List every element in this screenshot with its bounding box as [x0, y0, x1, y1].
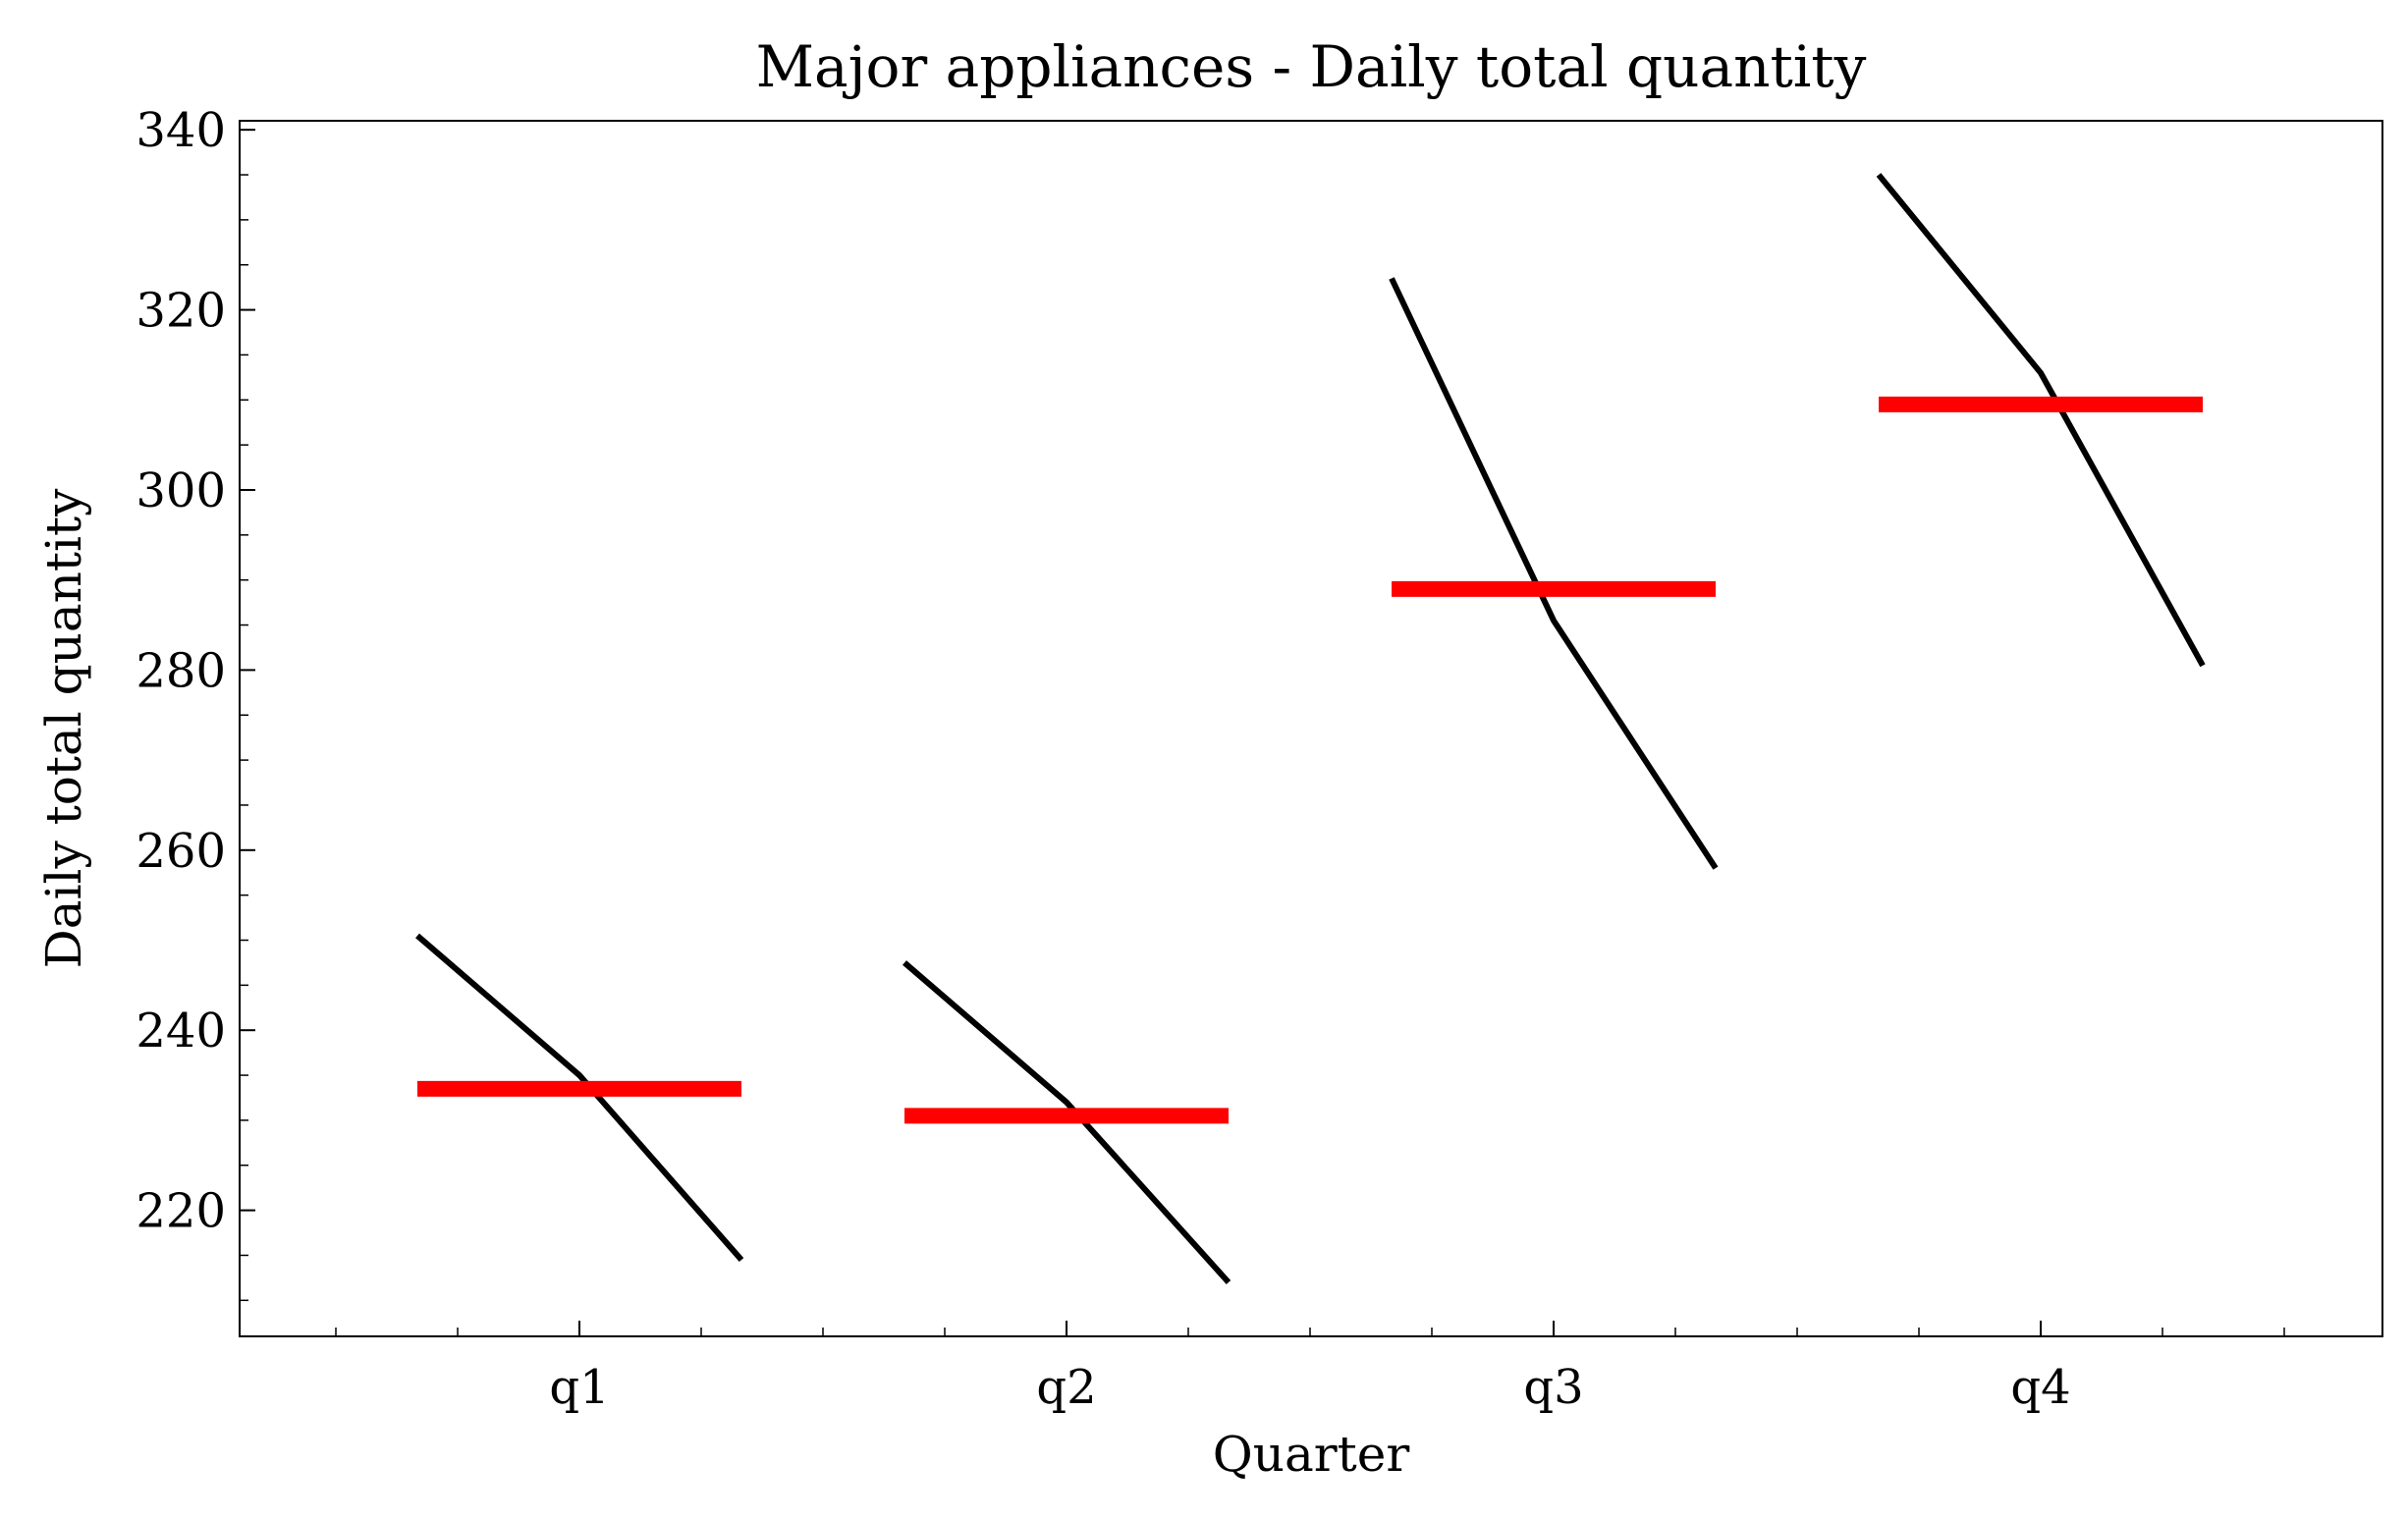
subseries-line-q1: [415, 933, 744, 1263]
chart-title: Major appliances - Daily total quantity: [756, 33, 1867, 100]
y-tick-label-340: 340: [136, 103, 226, 158]
y-tick-label-220: 220: [136, 1184, 226, 1239]
subseries-line-q4: [1876, 173, 2206, 668]
x-tick-label-q2: q2: [1036, 1360, 1096, 1415]
y-tick-label-300: 300: [136, 463, 226, 518]
y-tick-label-320: 320: [136, 284, 226, 339]
x-tick-label-q1: q1: [549, 1360, 609, 1415]
x-tick-label-q3: q3: [1523, 1360, 1583, 1415]
subseries-line-q3: [1389, 277, 1719, 870]
x-axis-label: Quarter: [1213, 1426, 1410, 1483]
y-tick-label-280: 280: [136, 643, 226, 698]
y-axis-label: Daily total quantity: [35, 488, 92, 968]
y-tick-label-260: 260: [136, 824, 226, 879]
plot-frame: [239, 120, 2383, 1337]
y-tick-label-240: 240: [136, 1004, 226, 1058]
x-tick-label-q4: q4: [2010, 1360, 2070, 1415]
subseries-line-q2: [903, 960, 1231, 1284]
ticks-layer: q1 q2 q3 q4 220 240 260 280 300 320 340: [136, 103, 2285, 1415]
plot-layer: [415, 173, 2206, 1284]
